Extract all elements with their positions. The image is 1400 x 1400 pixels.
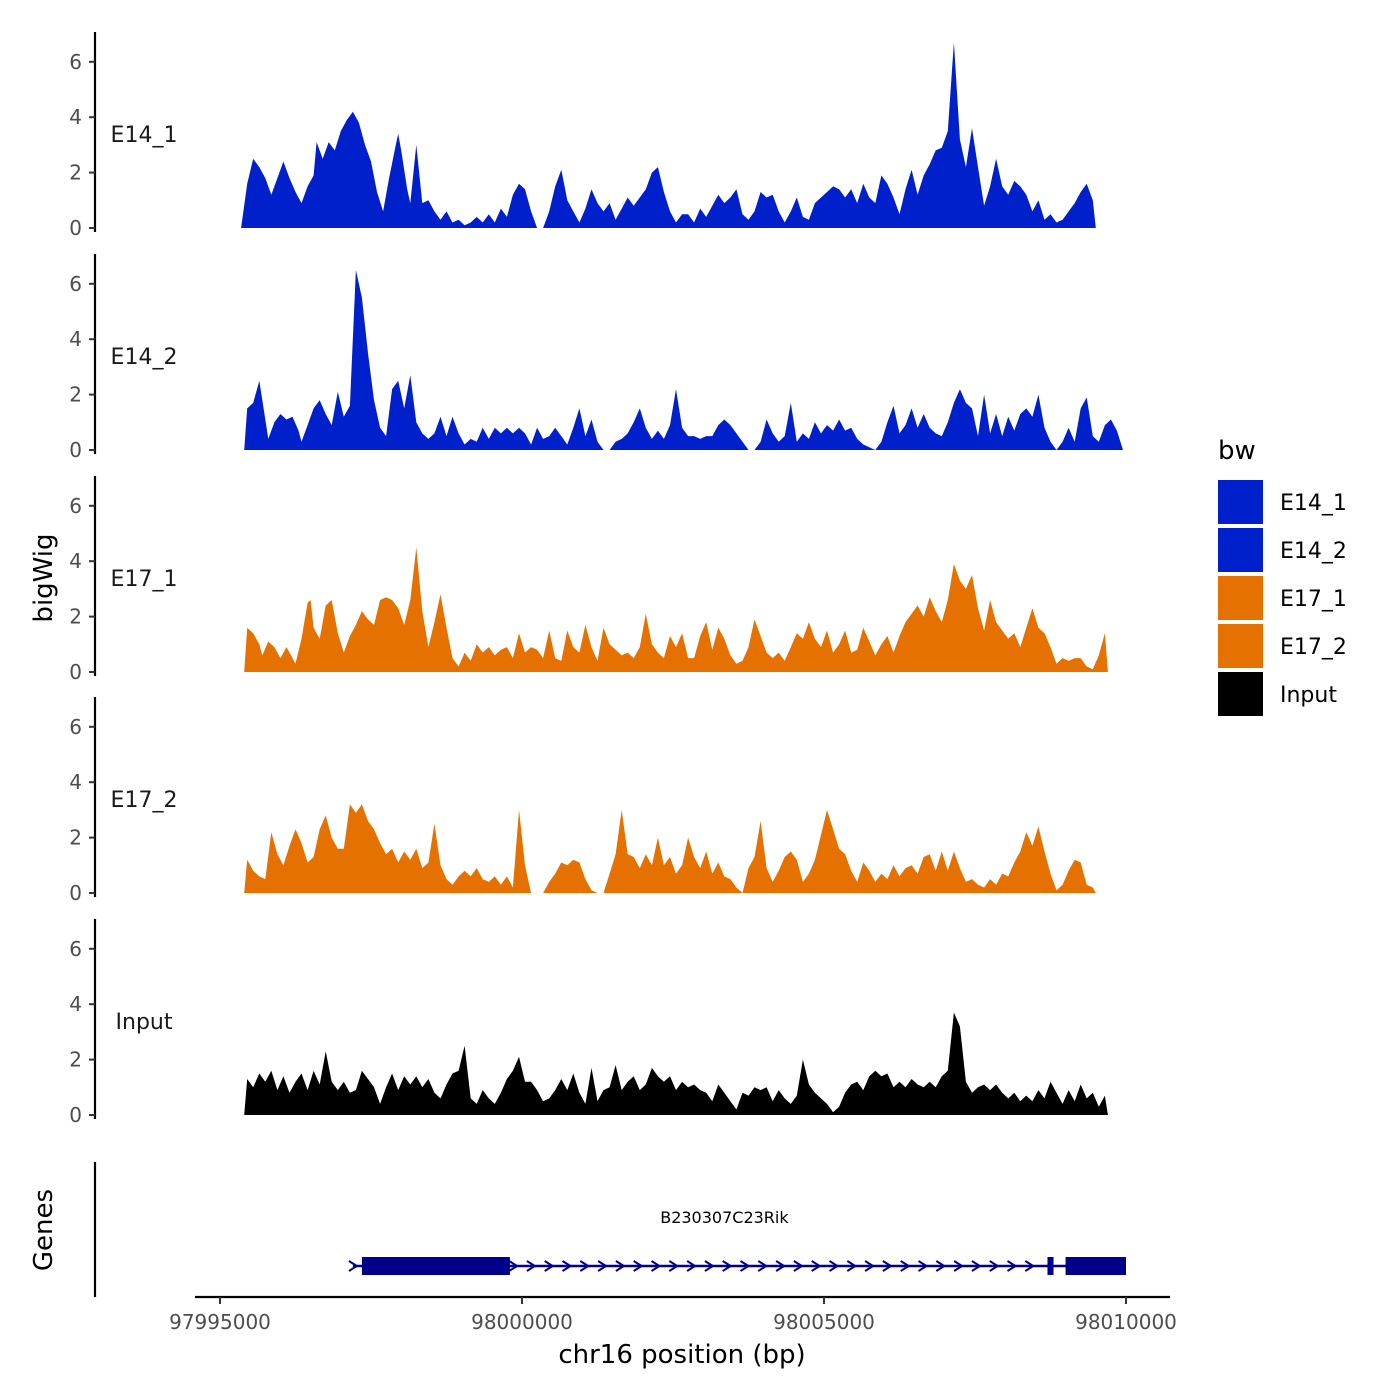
y-tick-label: 0 (69, 1103, 82, 1127)
y-tick-label: 0 (69, 438, 82, 462)
x-tick-label: 98005000 (773, 1310, 875, 1334)
legend-swatch (1218, 480, 1263, 524)
strand-chevron (686, 1260, 697, 1272)
x-tick-label: 97995000 (169, 1310, 271, 1334)
track-e17-2: 0 2 4 6 E17_2 (69, 697, 1096, 905)
track-label: E14_2 (111, 345, 178, 370)
legend-item-input: Input (1218, 672, 1337, 716)
y-tick-label: 4 (69, 549, 82, 573)
coverage-area-e17-2 (244, 804, 1096, 893)
legend-label: E14_2 (1280, 539, 1347, 564)
strand-chevron (935, 1260, 947, 1272)
y-tick-label: 4 (69, 770, 82, 794)
track-label: E17_1 (111, 567, 178, 592)
coverage-area-e14-2 (244, 270, 1123, 450)
y-tick-label: 6 (69, 715, 82, 739)
strand-chevron (828, 1260, 840, 1272)
coverage-area-e14-1 (241, 42, 1096, 229)
gene-b230307c23rik: B230307C23Rik (348, 1208, 1126, 1275)
strand-chevron (1024, 1260, 1036, 1272)
y-tick-label: 6 (69, 50, 82, 74)
y-tick-label: 2 (69, 605, 82, 629)
legend-label: E17_2 (1280, 635, 1347, 660)
y-tick-label: 4 (69, 992, 82, 1016)
genes-axis-title: Genes (29, 1189, 59, 1271)
gene-exon (361, 1257, 510, 1275)
strand-chevron (633, 1260, 644, 1272)
track-input: 0 2 4 6 Input (69, 919, 1108, 1127)
legend-swatch (1218, 528, 1263, 572)
strand-chevron (811, 1260, 822, 1272)
strand-chevron (615, 1260, 626, 1272)
strand-chevron (348, 1260, 359, 1272)
legend: bw E14_1 E14_2 E17_1 E17_2 Input (1218, 436, 1347, 716)
legend-item-e14-2: E14_2 (1218, 528, 1347, 572)
y-tick-label: 0 (69, 881, 82, 905)
legend-swatch (1218, 576, 1263, 620)
legend-item-e14-1: E14_1 (1218, 480, 1347, 524)
strand-chevron (775, 1260, 786, 1272)
x-tick-label: 98010000 (1075, 1310, 1177, 1334)
coverage-tracks: 0 2 4 6 E14_1 0 2 4 6 E14_2 0 2 4 6 E17_1 0 2 4 6 E17_2 0 2 4 6… (69, 32, 1123, 1127)
track-e17-1: 0 2 4 6 E17_1 (69, 476, 1108, 684)
strand-chevron (722, 1260, 733, 1272)
y-tick-label: 2 (69, 826, 82, 850)
y-tick-label: 0 (69, 216, 82, 240)
coverage-area-input (244, 1012, 1108, 1115)
strand-chevron (1006, 1260, 1018, 1272)
strand-chevron (579, 1260, 591, 1272)
legend-label: E17_1 (1280, 587, 1347, 612)
y-axis-title: bigWig (29, 533, 59, 622)
x-axis: 97995000 98000000 98005000 98010000 (169, 1295, 1177, 1334)
strand-chevron (864, 1260, 875, 1272)
coverage-area-e17-1 (244, 547, 1108, 672)
strand-chevron (508, 1260, 519, 1272)
y-tick-label: 4 (69, 105, 82, 129)
strand-chevron (739, 1260, 751, 1272)
legend-label: E14_1 (1280, 491, 1347, 516)
strand-chevron (989, 1260, 1000, 1272)
track-e14-2: 0 2 4 6 E14_2 (69, 254, 1123, 462)
track-label: Input (116, 1010, 173, 1035)
strand-chevron (793, 1260, 804, 1272)
track-label: E14_1 (111, 123, 178, 148)
x-tick-label: 98000000 (471, 1310, 573, 1334)
strand-chevron (953, 1260, 964, 1272)
strand-chevron (597, 1260, 608, 1272)
strand-chevron (900, 1260, 911, 1272)
track-label: E17_2 (111, 788, 178, 813)
legend-item-e17-1: E17_1 (1218, 576, 1347, 620)
strand-chevron (704, 1260, 715, 1272)
strand-chevron (846, 1260, 858, 1272)
strand-chevron (544, 1260, 555, 1272)
track-e14-1: 0 2 4 6 E14_1 (69, 32, 1096, 240)
x-axis-title: chr16 position (bp) (558, 1340, 805, 1370)
y-tick-label: 4 (69, 327, 82, 351)
strand-chevron (561, 1260, 573, 1272)
strand-chevron (526, 1260, 537, 1272)
strand-chevron (971, 1260, 982, 1272)
gene-exon (1065, 1257, 1126, 1275)
strand-chevron (917, 1260, 929, 1272)
y-tick-label: 6 (69, 937, 82, 961)
y-tick-label: 2 (69, 161, 82, 185)
y-tick-label: 2 (69, 383, 82, 407)
legend-label: Input (1280, 683, 1337, 708)
strand-chevron (757, 1260, 769, 1272)
strand-chevron (882, 1260, 893, 1272)
genes-track: B230307C23Rik (93, 1162, 1126, 1297)
strand-chevron (650, 1260, 662, 1272)
strand-chevron (668, 1260, 680, 1272)
gene-exon (1047, 1257, 1054, 1275)
legend-item-e17-2: E17_2 (1218, 624, 1347, 668)
y-tick-label: 0 (69, 660, 82, 684)
legend-swatch (1218, 672, 1263, 716)
y-tick-label: 6 (69, 494, 82, 518)
y-tick-label: 2 (69, 1048, 82, 1072)
gene-name-label: B230307C23Rik (660, 1208, 789, 1227)
legend-title: bw (1218, 436, 1256, 466)
legend-swatch (1218, 624, 1263, 668)
y-tick-label: 6 (69, 272, 82, 296)
